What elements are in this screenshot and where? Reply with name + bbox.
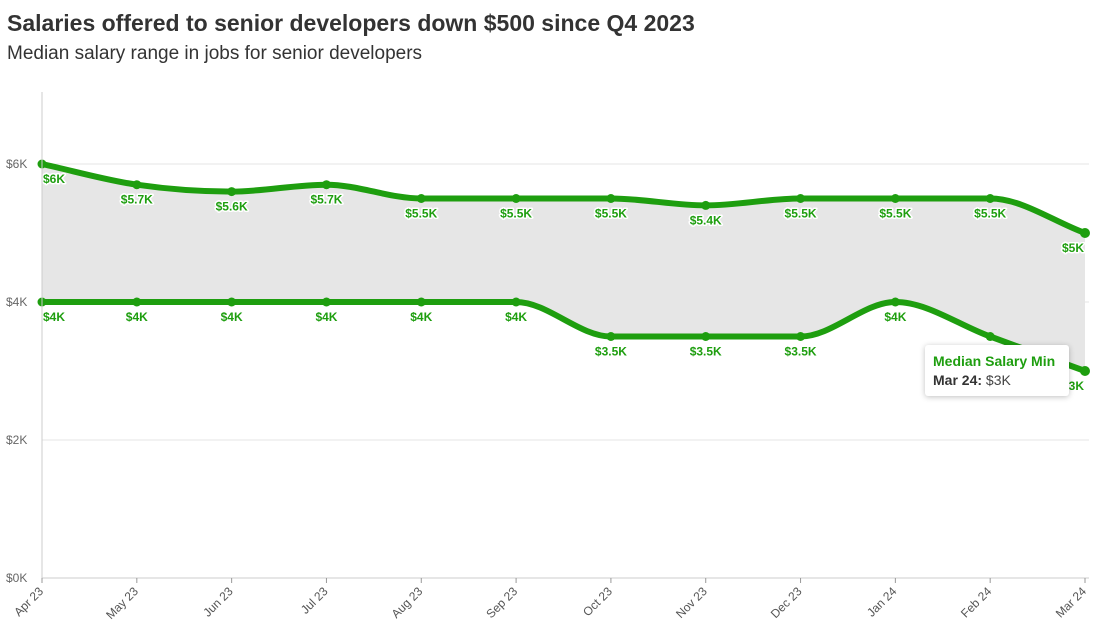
data-point[interactable] (227, 297, 237, 307)
data-point[interactable] (227, 187, 237, 197)
data-label: $3.5K (690, 345, 722, 359)
data-label: $5.5K (879, 207, 911, 221)
y-tick-label: $4K (6, 295, 27, 309)
x-tick-label: Jan 24 (864, 584, 900, 620)
tooltip-value-row: Mar 24: $3K (933, 372, 1061, 388)
data-point[interactable] (890, 194, 900, 203)
data-label: $5.4K (690, 213, 722, 227)
x-tick-label: Mar 24 (1053, 584, 1090, 621)
data-point[interactable] (606, 194, 616, 203)
data-label: $5.6K (216, 200, 248, 214)
data-label: $5.5K (500, 207, 532, 221)
data-label: $5.5K (405, 207, 437, 221)
x-tick-label: Sep 23 (483, 584, 520, 621)
data-label: $5.5K (595, 207, 627, 221)
data-point[interactable] (701, 200, 711, 210)
data-point[interactable] (796, 194, 806, 203)
data-point[interactable] (796, 332, 806, 341)
tooltip-series-name: Median Salary Min (933, 353, 1056, 369)
data-point[interactable] (606, 332, 616, 341)
data-label: $4K (315, 310, 337, 324)
data-point[interactable] (985, 194, 995, 203)
y-tick-label: $6K (6, 157, 27, 171)
data-label: $4K (43, 310, 65, 324)
chart-title: Salaries offered to senior developers do… (7, 10, 695, 36)
series-line-median-salary-max[interactable] (41, 161, 1087, 236)
data-point[interactable] (511, 194, 521, 203)
data-point[interactable] (890, 297, 900, 307)
data-point[interactable] (1080, 366, 1090, 376)
data-point[interactable] (416, 297, 426, 307)
y-tick-label: $0K (6, 571, 27, 585)
data-label: $4K (126, 310, 148, 324)
data-point[interactable] (511, 297, 521, 307)
tooltip-date: Mar 24: (933, 372, 983, 388)
data-label: $3.5K (785, 345, 817, 359)
x-tick-label: Feb 24 (958, 584, 995, 621)
data-point[interactable] (985, 332, 995, 341)
data-point[interactable] (321, 180, 331, 190)
data-point[interactable] (132, 297, 142, 307)
x-tick-label: Jul 23 (298, 584, 331, 617)
data-point[interactable] (416, 194, 426, 203)
data-label: $4K (410, 310, 432, 324)
data-label: $4K (505, 310, 527, 324)
data-label: $5.5K (785, 207, 817, 221)
data-label: $5K (1062, 241, 1084, 255)
chart-subtitle: Median salary range in jobs for senior d… (7, 43, 423, 64)
y-tick-label: $2K (6, 433, 27, 447)
data-label: $4K (884, 310, 906, 324)
data-point[interactable] (701, 332, 711, 341)
data-label: $5.7K (121, 193, 153, 207)
data-label: $5.5K (974, 207, 1006, 221)
tooltip-value: $3K (985, 372, 1011, 388)
x-tick-label: Apr 23 (11, 584, 46, 619)
data-label: $6K (43, 172, 65, 186)
x-tick-label: Oct 23 (580, 584, 615, 619)
data-label: $4K (221, 310, 243, 324)
data-point[interactable] (1080, 228, 1090, 238)
salary-range-band (42, 164, 1085, 371)
x-tick-label: May 23 (103, 584, 141, 622)
hover-tooltip: Median Salary Min Mar 24: $3K (925, 345, 1069, 396)
x-tick-label: Nov 23 (673, 584, 710, 621)
data-point[interactable] (321, 297, 331, 307)
data-label: $3.5K (595, 345, 627, 359)
x-tick-label: Aug 23 (389, 584, 426, 621)
x-tick-label: Jun 23 (200, 584, 236, 620)
data-point[interactable] (132, 180, 142, 190)
x-tick-label: Dec 23 (768, 584, 805, 621)
data-label: $5.7K (310, 193, 342, 207)
